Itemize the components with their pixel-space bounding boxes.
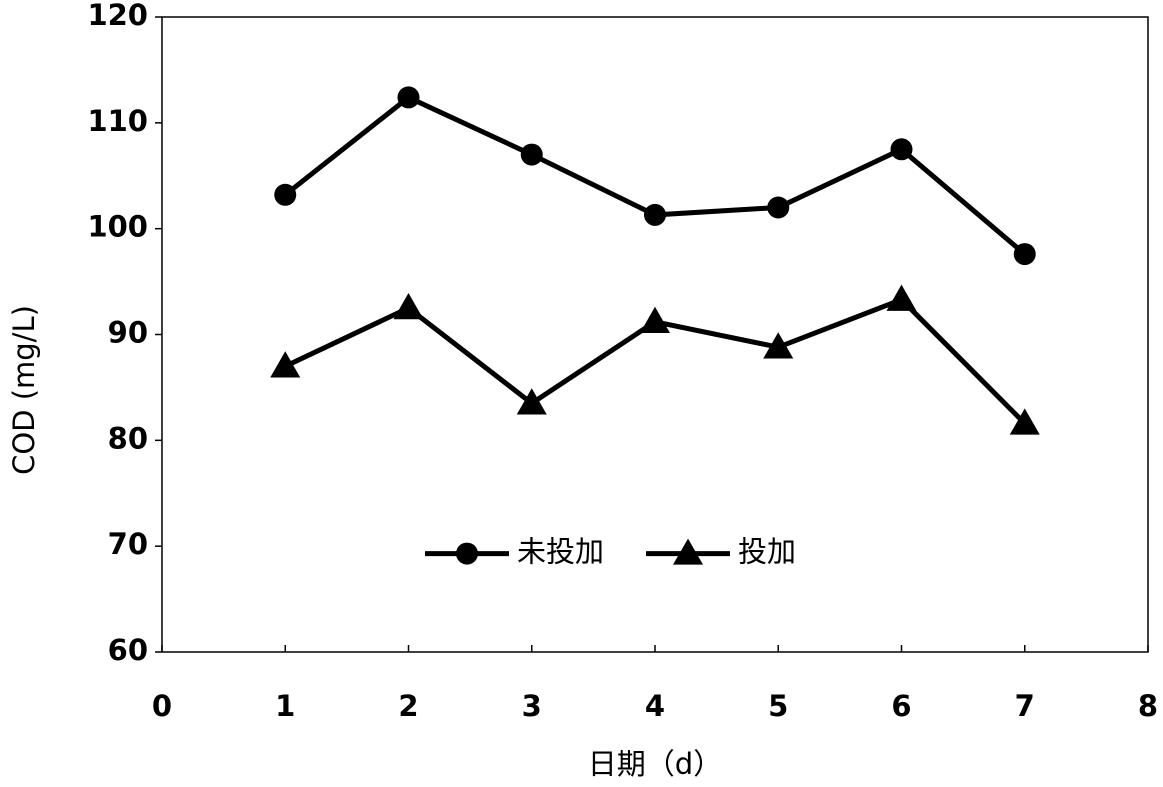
y-tick-label: 110 bbox=[87, 104, 148, 138]
x-tick-label: 3 bbox=[522, 689, 542, 723]
legend: 未投加 投加 bbox=[425, 535, 796, 569]
y-tick-label: 70 bbox=[108, 527, 148, 561]
series-line bbox=[283, 94, 1027, 256]
x-tick-label: 8 bbox=[1138, 689, 1158, 723]
y-tick-label: 100 bbox=[87, 210, 148, 244]
circle-marker bbox=[274, 183, 297, 206]
circle-marker bbox=[890, 138, 913, 161]
circle-marker bbox=[767, 196, 790, 219]
x-tick-label: 1 bbox=[275, 689, 295, 723]
triangle-marker bbox=[640, 306, 670, 334]
legend-label: 未投加 bbox=[517, 535, 604, 569]
circle-marker bbox=[644, 203, 666, 226]
triangle-marker bbox=[763, 332, 794, 359]
triangle-marker bbox=[886, 284, 917, 311]
x-axis-title: 日期（d） bbox=[588, 747, 722, 781]
circle-marker bbox=[520, 143, 543, 166]
y-axis-title: COD (mg/L) bbox=[7, 305, 41, 475]
x-tick-label: 2 bbox=[398, 689, 418, 723]
triangle-marker bbox=[393, 293, 424, 320]
triangle-marker bbox=[516, 388, 547, 415]
circle-marker bbox=[397, 86, 420, 109]
x-tick-label: 4 bbox=[645, 689, 665, 723]
circle-marker bbox=[1013, 243, 1036, 266]
y-tick-label: 120 bbox=[87, 0, 148, 32]
x-tick-label: 0 bbox=[152, 689, 172, 723]
plot-frame bbox=[161, 16, 1149, 653]
x-tick-label: 5 bbox=[768, 689, 788, 723]
x-tick-label: 6 bbox=[891, 689, 911, 723]
legend-label: 投加 bbox=[738, 535, 796, 569]
y-tick-label: 90 bbox=[108, 316, 148, 350]
legend-marker bbox=[673, 538, 704, 565]
y-tick-label: 80 bbox=[108, 421, 148, 455]
legend-marker bbox=[456, 542, 478, 565]
x-tick-label: 7 bbox=[1015, 689, 1035, 723]
triangle-marker bbox=[270, 351, 301, 378]
triangle-marker bbox=[1009, 408, 1040, 435]
y-tick-label: 60 bbox=[108, 633, 148, 667]
